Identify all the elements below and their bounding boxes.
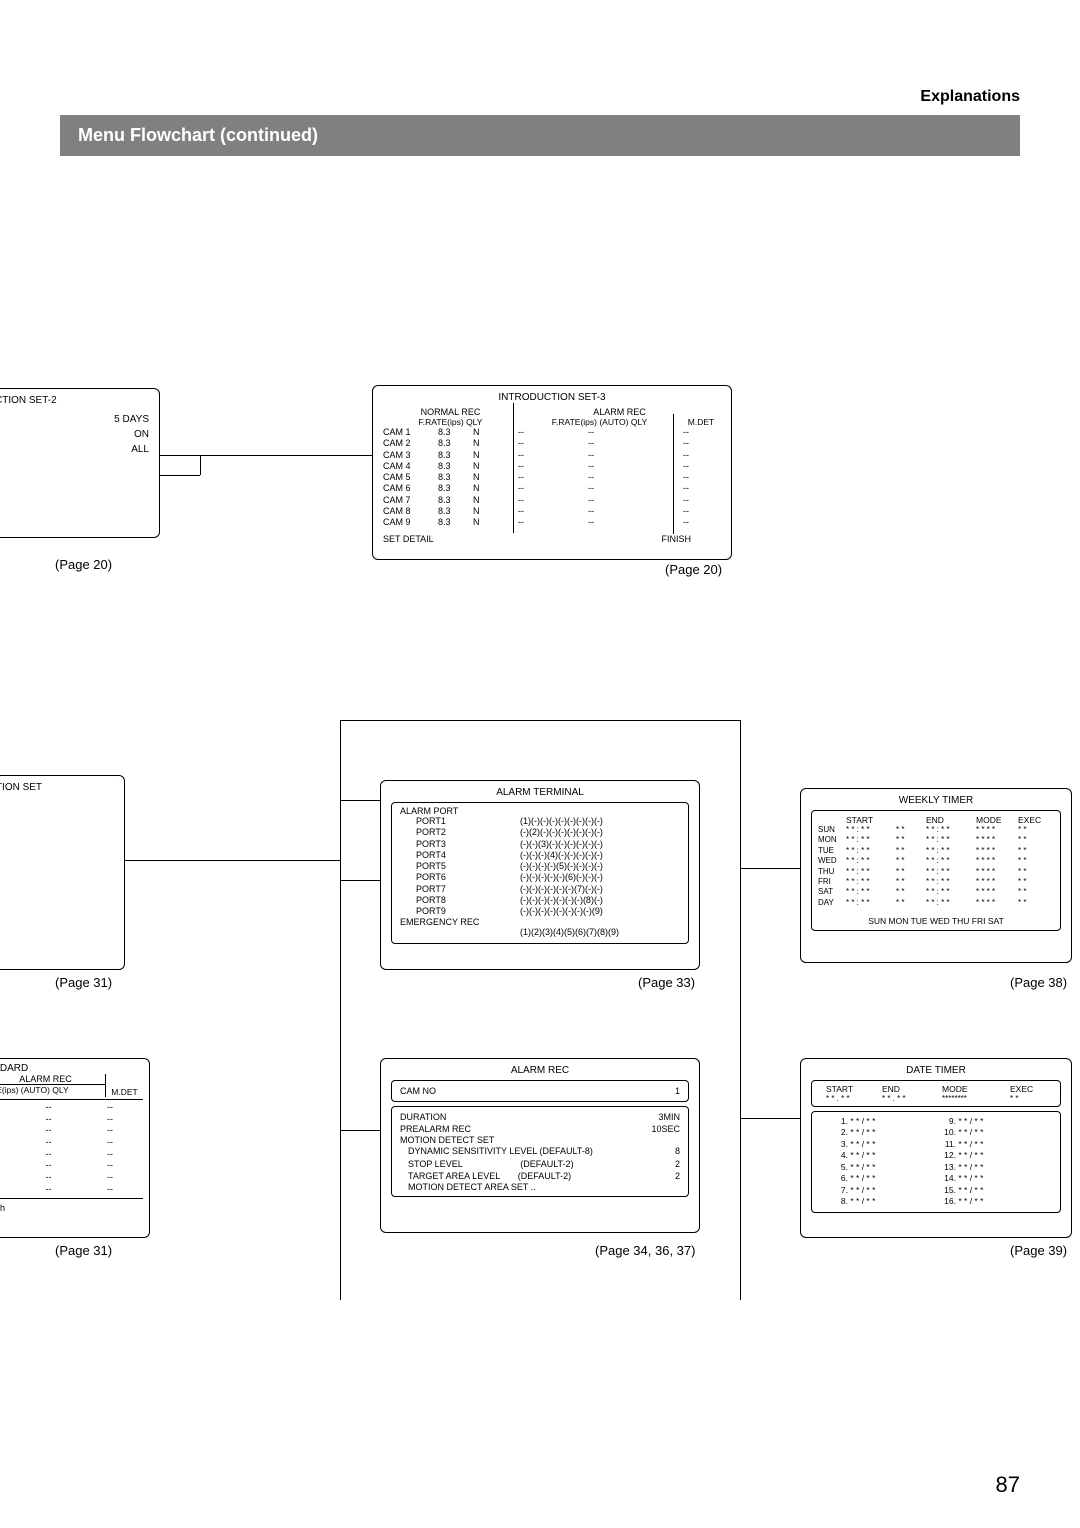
col-mode: MODE: [976, 815, 1018, 825]
emergency-rec-value: (1)(2)(3)(4)(5)(6)(7)(8)(9): [520, 927, 680, 937]
andard-page-ref: (Page 31): [55, 1243, 112, 1258]
dsl-label: DYNAMIC SENSITIVITY LEVEL (DEFAULT-8): [408, 1145, 593, 1157]
alarm-port-label: ALARM PORT: [400, 806, 680, 816]
panel-intro-set-2: JCTION SET-2 5 DAYS ON ALL: [0, 388, 160, 538]
alarm-rec-details: DURATION 3MIN PREALARM REC 10SEC MOTION DE…: [391, 1106, 689, 1197]
date-page-ref: (Page 39): [1010, 1243, 1067, 1258]
duration-label: DURATION: [400, 1111, 446, 1123]
header-alarm: F.RATE(ips) (AUTO) QLY: [518, 417, 681, 427]
intro2-title: JCTION SET-2: [0, 395, 149, 406]
emergency-rec-label: EMERGENCY REC: [400, 917, 520, 927]
date-sub-1: * * . * *: [882, 1094, 942, 1103]
intro2-page-ref: (Page 20): [55, 557, 112, 572]
header-mdet: M.DET: [681, 417, 721, 427]
prealarm-label: PREALARM REC: [400, 1123, 471, 1135]
camno-value: 1: [675, 1085, 680, 1097]
sep: [513, 403, 514, 533]
connector: [340, 720, 341, 1300]
ation-page-ref: (Page 31): [55, 975, 112, 990]
alarm-rec-label: ALARM REC: [518, 407, 721, 417]
sep: [673, 414, 674, 534]
date-sub-2: ********: [942, 1094, 1010, 1103]
weekly-page-ref: (Page 38): [1010, 975, 1067, 990]
col-exec: EXEC: [1018, 815, 1041, 825]
col-start: START: [846, 815, 896, 825]
header-normal: F.RATE(ips) QLY: [383, 417, 518, 427]
intro2-line-0: 5 DAYS: [0, 412, 149, 427]
panel-date-timer: DATE TIMER START END MODE EXEC * * . * *…: [800, 1058, 1072, 1238]
set-detail-label: SET DETAIL: [383, 534, 434, 544]
alarm-port-box: ALARM PORT PORT1(1)(-)(-)(-)(-)(-)(-)(-)…: [391, 802, 689, 944]
connector: [340, 1130, 380, 1131]
camno-label: CAM NO: [400, 1085, 436, 1097]
andard-bottom: 42h: [0, 1201, 143, 1215]
connector: [160, 475, 200, 476]
date-sub-0: * * . * *: [826, 1094, 882, 1103]
andard-mdet: M.DET: [105, 1074, 143, 1097]
panel-ation-set: ATION SET: [0, 775, 125, 970]
connector: [160, 455, 372, 456]
date-sub-3: * *: [1010, 1094, 1018, 1103]
connector: [740, 1118, 800, 1119]
panel-alarm-rec: ALARM REC CAM NO 1 DURATION 3MIN PREALARM…: [380, 1058, 700, 1233]
panel-intro-set-3: INTRODUCTION SET-3 NORMAL REC ALARM REC …: [372, 385, 732, 560]
date-col-end: END: [882, 1084, 942, 1094]
dsl-value: 8: [675, 1145, 680, 1157]
weekly-box: START END MODE EXEC SUN * * : * * * * * …: [811, 810, 1061, 931]
alarm-terminal-title: ALARM TERMINAL: [391, 787, 689, 798]
alarm-rec-title: ALARM REC: [391, 1065, 689, 1076]
andard-alarm-rec: ALARM REC: [0, 1074, 105, 1084]
connector: [200, 455, 201, 475]
date-header-box: START END MODE EXEC * * . * * * * . * * …: [811, 1080, 1061, 1107]
connector: [125, 860, 340, 861]
camno-box: CAM NO 1: [391, 1080, 689, 1102]
panel-alarm-terminal: ALARM TERMINAL ALARM PORT PORT1(1)(-)(-)…: [380, 780, 700, 970]
weekly-title: WEEKLY TIMER: [811, 795, 1061, 806]
prealarm-value: 10SEC: [651, 1123, 680, 1135]
tal-default: (DEFAULT-2): [518, 1171, 571, 1181]
intro2-line-2: ALL: [0, 442, 149, 457]
alarm-terminal-page-ref: (Page 33): [638, 975, 695, 990]
ation-title: ATION SET: [0, 782, 114, 793]
andard-title: ANDARD: [0, 1063, 143, 1074]
date-col-mode: MODE: [942, 1084, 1010, 1094]
panel-weekly-timer: WEEKLY TIMER START END MODE EXEC SUN * *…: [800, 788, 1072, 963]
date-col-exec: EXEC: [1010, 1084, 1033, 1094]
intro3-title: INTRODUCTION SET-3: [383, 392, 721, 403]
page-number: 87: [996, 1472, 1020, 1498]
connector: [740, 868, 800, 869]
connector: [340, 880, 380, 881]
col-end: END: [926, 815, 976, 825]
tal-value: 2: [675, 1170, 680, 1182]
finish-label: FINISH: [661, 534, 691, 544]
alarm-rec-page-ref: (Page 34, 36, 37): [595, 1243, 695, 1258]
tal-label: TARGET AREA LEVEL: [408, 1171, 500, 1181]
date-list-box: 1. * * / * *2. * * / * *3. * * / * *4. *…: [811, 1111, 1061, 1213]
duration-value: 3MIN: [658, 1111, 680, 1123]
connector: [340, 720, 740, 721]
andard-header: ATE(ips) (AUTO) QLY: [0, 1085, 105, 1095]
weekly-footer: SUN MON TUE WED THU FRI SAT: [818, 916, 1054, 926]
page-title: Menu Flowchart (continued): [60, 115, 1020, 156]
cam-rows: CAM 1 8.3 N -- -- -- CAM 2 8.3 N -- -- -…: [383, 427, 721, 528]
stop-default: (DEFAULT-2): [520, 1159, 573, 1169]
connector: [740, 720, 741, 1300]
intro2-line-1: ON: [0, 427, 149, 442]
section-label: Explanations: [920, 88, 1020, 106]
stop-value: 2: [675, 1158, 680, 1170]
stop-label: STOP LEVEL: [408, 1159, 463, 1169]
intro3-page-ref: (Page 20): [665, 562, 722, 577]
date-title: DATE TIMER: [811, 1065, 1061, 1076]
date-col-start: START: [826, 1084, 882, 1094]
mds-label: MOTION DETECT SET: [400, 1135, 680, 1145]
mdas-label: MOTION DETECT AREA SET ..: [400, 1182, 680, 1192]
panel-andard: ANDARD ALARM REC ATE(ips) (AUTO) QLY M.D…: [0, 1058, 150, 1238]
normal-rec-label: NORMAL REC: [383, 407, 518, 417]
